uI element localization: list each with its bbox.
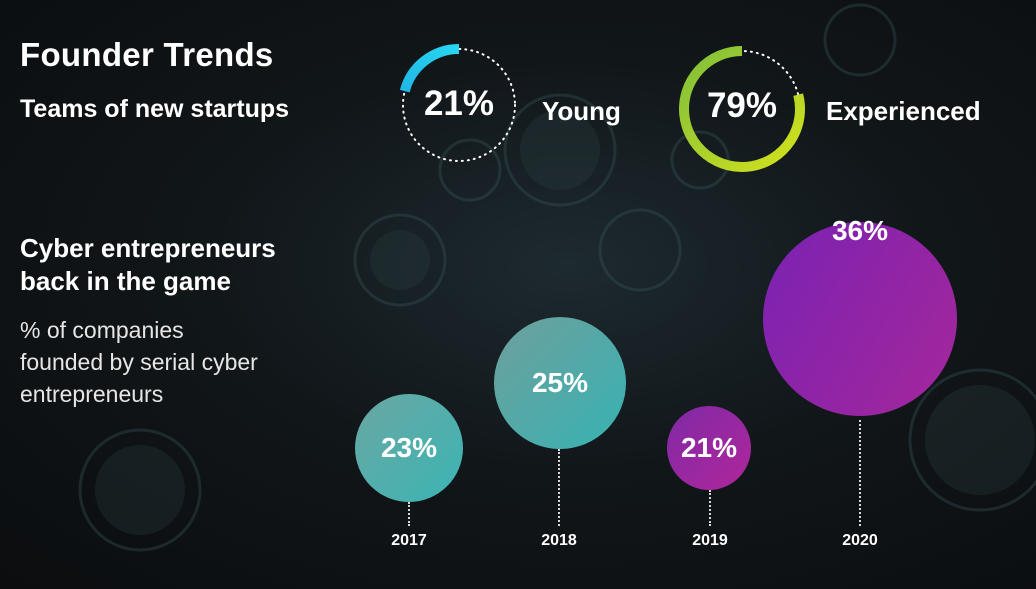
experienced-label: Experienced [826, 96, 981, 126]
bubble-2017-value: 23% [380, 432, 438, 463]
page-title: Founder Trends [20, 36, 274, 73]
section-heading-line1: Cyber entrepreneurs [20, 233, 276, 263]
bubble-2018: 25% [494, 317, 626, 449]
bubble-2018-value: 25% [531, 367, 589, 398]
year-2018: 2018 [541, 532, 577, 549]
desc-line2: founded by serial cyber [20, 349, 258, 375]
young-label: Young [542, 96, 621, 126]
young-percent: 21% [423, 84, 495, 123]
year-2020: 2020 [842, 532, 878, 549]
year-2019: 2019 [692, 532, 728, 549]
bubble-2020-value: 36% [831, 215, 889, 246]
section-heading: Cyber entrepreneurs back in the game [20, 232, 276, 298]
experienced-ring-gauge [679, 46, 805, 172]
bubble-2020: 36% [763, 215, 957, 416]
bubble-2019-value: 21% [680, 432, 738, 463]
teams-subtitle: Teams of new startups [20, 95, 290, 123]
bubble-2017: 23% [355, 394, 463, 502]
desc-line3: entrepreneurs [20, 381, 164, 407]
bubble-2019: 21% [667, 406, 751, 490]
year-2017: 2017 [391, 532, 427, 549]
young-ring-gauge [399, 44, 516, 162]
stem-2017 [408, 502, 410, 526]
stem-2019 [709, 490, 711, 526]
stem-2018 [558, 449, 560, 526]
stem-2020 [859, 420, 861, 526]
experienced-percent: 79% [706, 86, 778, 125]
desc-line1: % of companies [20, 317, 184, 343]
section-description: % of companies founded by serial cyber e… [20, 314, 340, 410]
section-heading-line2: back in the game [20, 266, 231, 296]
